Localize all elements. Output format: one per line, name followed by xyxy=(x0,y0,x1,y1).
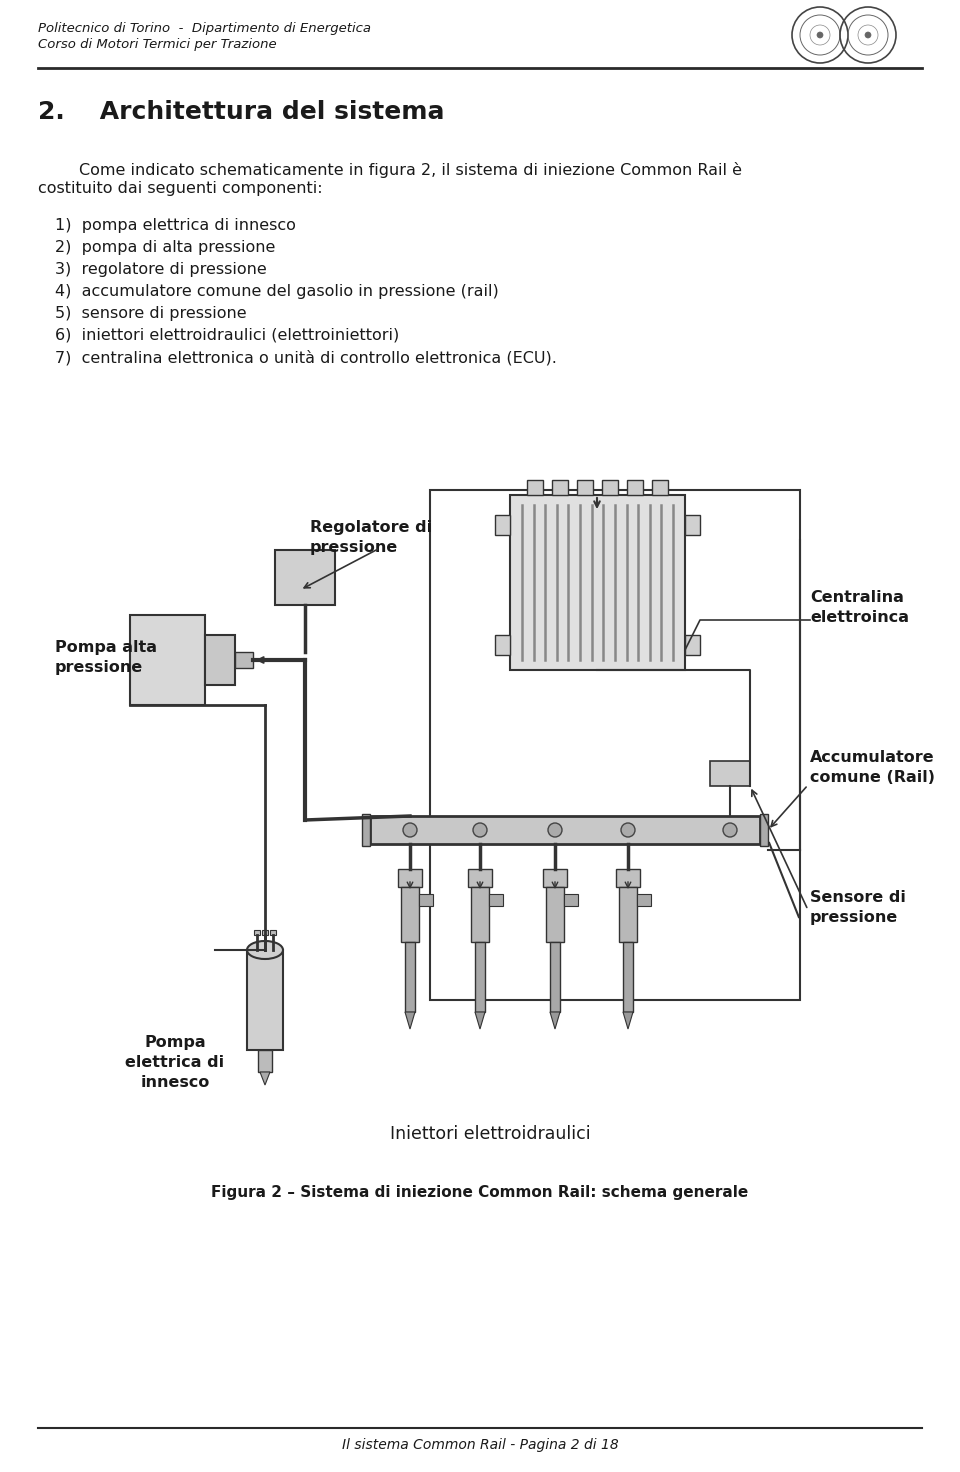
Text: Come indicato schematicamente in figura 2, il sistema di iniezione Common Rail è: Come indicato schematicamente in figura … xyxy=(38,162,742,178)
Text: Figura 2 – Sistema di iniezione Common Rail: schema generale: Figura 2 – Sistema di iniezione Common R… xyxy=(211,1185,749,1200)
Text: Iniettori elettroidraulici: Iniettori elettroidraulici xyxy=(390,1125,590,1142)
Circle shape xyxy=(865,32,871,38)
Text: Centralina
elettroinca: Centralina elettroinca xyxy=(810,590,909,624)
FancyBboxPatch shape xyxy=(652,480,668,495)
Circle shape xyxy=(473,823,487,838)
FancyBboxPatch shape xyxy=(527,480,543,495)
FancyBboxPatch shape xyxy=(471,888,489,942)
FancyBboxPatch shape xyxy=(419,894,433,905)
FancyBboxPatch shape xyxy=(475,942,485,1013)
Text: 4)  accumulatore comune del gasolio in pressione (rail): 4) accumulatore comune del gasolio in pr… xyxy=(55,284,499,299)
FancyBboxPatch shape xyxy=(552,480,568,495)
FancyBboxPatch shape xyxy=(205,634,235,684)
FancyBboxPatch shape xyxy=(235,652,253,668)
Text: 5)  sensore di pressione: 5) sensore di pressione xyxy=(55,306,247,321)
FancyBboxPatch shape xyxy=(616,868,640,888)
Text: 2)  pompa di alta pressione: 2) pompa di alta pressione xyxy=(55,240,276,255)
Ellipse shape xyxy=(247,941,283,958)
FancyBboxPatch shape xyxy=(577,480,593,495)
FancyBboxPatch shape xyxy=(564,894,578,905)
Text: costituito dai seguenti componenti:: costituito dai seguenti componenti: xyxy=(38,181,323,196)
FancyBboxPatch shape xyxy=(623,942,633,1013)
FancyBboxPatch shape xyxy=(710,761,750,786)
Text: 2.    Architettura del sistema: 2. Architettura del sistema xyxy=(38,100,444,124)
FancyBboxPatch shape xyxy=(760,814,768,846)
FancyBboxPatch shape xyxy=(258,1050,272,1072)
FancyBboxPatch shape xyxy=(685,515,700,534)
Circle shape xyxy=(548,823,562,838)
FancyBboxPatch shape xyxy=(489,894,503,905)
FancyBboxPatch shape xyxy=(602,480,618,495)
FancyBboxPatch shape xyxy=(495,515,510,534)
FancyBboxPatch shape xyxy=(546,888,564,942)
Text: 3)  regolatore di pressione: 3) regolatore di pressione xyxy=(55,262,267,277)
FancyBboxPatch shape xyxy=(401,888,419,942)
FancyBboxPatch shape xyxy=(619,888,637,942)
Circle shape xyxy=(621,823,635,838)
Circle shape xyxy=(723,823,737,838)
FancyBboxPatch shape xyxy=(270,930,276,935)
Text: Pompa alta
pressione: Pompa alta pressione xyxy=(55,640,157,674)
FancyBboxPatch shape xyxy=(543,868,567,888)
FancyBboxPatch shape xyxy=(495,634,510,655)
Text: 6)  iniettori elettroidraulici (elettroiniettori): 6) iniettori elettroidraulici (elettroin… xyxy=(55,328,399,343)
FancyBboxPatch shape xyxy=(247,949,283,1050)
Circle shape xyxy=(817,32,823,38)
Polygon shape xyxy=(550,1013,560,1029)
FancyBboxPatch shape xyxy=(637,894,651,905)
Text: Sensore di
pressione: Sensore di pressione xyxy=(810,891,906,924)
Text: Corso di Motori Termici per Trazione: Corso di Motori Termici per Trazione xyxy=(38,38,276,52)
FancyBboxPatch shape xyxy=(370,815,760,843)
FancyBboxPatch shape xyxy=(362,814,370,846)
Polygon shape xyxy=(623,1013,633,1029)
FancyBboxPatch shape xyxy=(550,942,560,1013)
FancyBboxPatch shape xyxy=(275,551,335,605)
Text: Accumulatore
comune (Rail): Accumulatore comune (Rail) xyxy=(810,751,935,785)
FancyBboxPatch shape xyxy=(130,615,205,705)
Circle shape xyxy=(403,823,417,838)
Polygon shape xyxy=(405,1013,415,1029)
FancyBboxPatch shape xyxy=(254,930,260,935)
FancyBboxPatch shape xyxy=(685,634,700,655)
FancyBboxPatch shape xyxy=(398,868,422,888)
FancyBboxPatch shape xyxy=(405,942,415,1013)
Text: Regolatore di
pressione: Regolatore di pressione xyxy=(310,520,432,555)
Text: 1)  pompa elettrica di innesco: 1) pompa elettrica di innesco xyxy=(55,218,296,233)
FancyBboxPatch shape xyxy=(262,930,268,935)
Text: Il sistema Common Rail - Pagina 2 di 18: Il sistema Common Rail - Pagina 2 di 18 xyxy=(342,1438,618,1451)
Polygon shape xyxy=(260,1072,270,1085)
FancyBboxPatch shape xyxy=(468,868,492,888)
Text: 7)  centralina elettronica o unità di controllo elettronica (ECU).: 7) centralina elettronica o unità di con… xyxy=(55,350,557,365)
Polygon shape xyxy=(475,1013,485,1029)
Text: Politecnico di Torino  -  Dipartimento di Energetica: Politecnico di Torino - Dipartimento di … xyxy=(38,22,371,35)
Text: Pompa
elettrica di
innesco: Pompa elettrica di innesco xyxy=(126,1035,225,1089)
FancyBboxPatch shape xyxy=(627,480,643,495)
FancyBboxPatch shape xyxy=(510,495,685,670)
